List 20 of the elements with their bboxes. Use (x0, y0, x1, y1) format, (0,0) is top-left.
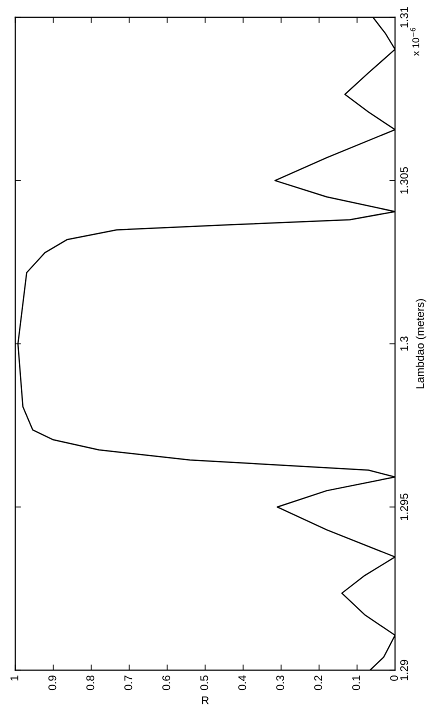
x-tick-label: 0.8 (86, 676, 94, 690)
y-tick-label: 1.305 (400, 167, 408, 194)
y-tick-label: 1.29 (400, 660, 408, 680)
x-tick-label: 0.5 (200, 676, 208, 690)
x-axis-title: R (202, 696, 209, 704)
x-tick-label: 0.7 (124, 676, 132, 690)
x-tick-label: 0.3 (276, 676, 284, 690)
x-tick-label: 0.2 (314, 676, 322, 690)
y-tick-label: 1.3 (400, 336, 408, 351)
x-tick-label: 0.6 (162, 676, 170, 690)
x-tick-label: 0.1 (352, 676, 360, 690)
x-tick-label: 1 (10, 676, 18, 680)
line-series (17, 17, 396, 670)
y-axis-title: Lambdao (meters) (416, 299, 426, 388)
x-tick-label: 0.9 (48, 676, 56, 690)
x-tick-label: 0 (390, 676, 398, 681)
text: x 10$^{−6}$ (410, 28, 420, 56)
y-tick-label: 1.31 (400, 7, 408, 28)
y-tick-label: 1.295 (400, 494, 408, 520)
x-tick-label: 0.4 (238, 675, 246, 690)
